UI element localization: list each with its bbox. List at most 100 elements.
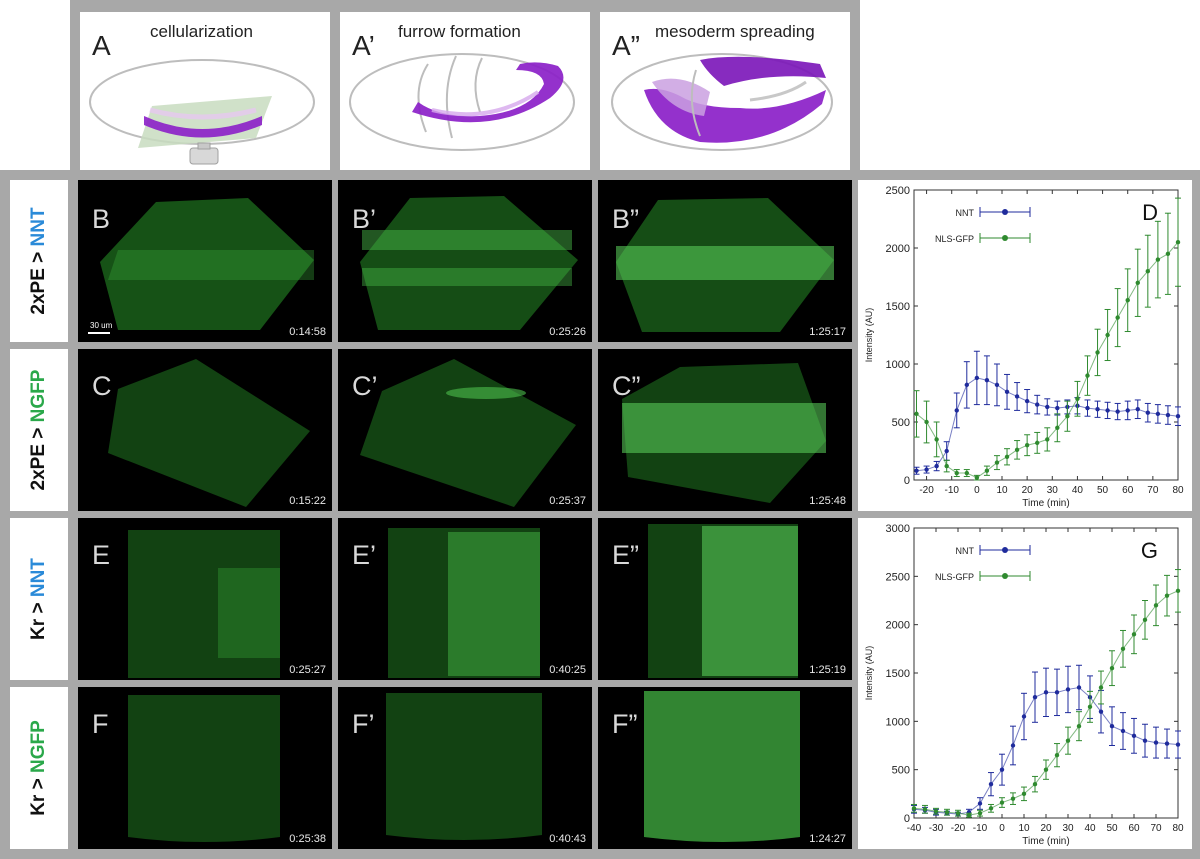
data-point <box>1043 690 1049 695</box>
legend-label: NNT <box>956 208 975 218</box>
x-tick-label: 70 <box>1147 485 1159 496</box>
data-point <box>1065 738 1071 743</box>
mesoderm-shape <box>144 116 262 138</box>
timestamp: 1:24:27 <box>809 833 846 845</box>
data-point <box>944 463 949 469</box>
data-point <box>1175 240 1181 245</box>
data-point <box>977 810 983 816</box>
data-point <box>1032 694 1038 700</box>
data-point <box>1045 404 1050 410</box>
data-point <box>964 470 969 476</box>
x-tick-label: 20 <box>1040 823 1052 834</box>
micrograph-e-double-prime: E” 1:25:19 <box>598 518 852 680</box>
micrograph-e: E 0:25:27 <box>78 518 332 680</box>
x-tick-label: 80 <box>1172 823 1184 834</box>
panel-letter: E’ <box>352 540 377 570</box>
data-point <box>974 475 980 480</box>
row-label-box-2: 2xPE > NGFP <box>10 349 68 511</box>
data-point <box>1024 398 1030 404</box>
legend-marker <box>1002 573 1008 579</box>
panel-letter: B” <box>612 204 639 234</box>
chart-d: 0 500 1000 1500 2000 2500 -20 -10 0 10 20 30 40 50 60 7… <box>864 185 1184 509</box>
data-point <box>1085 373 1090 378</box>
data-point <box>974 375 980 381</box>
panel-letter: E” <box>612 540 639 570</box>
data-point <box>1145 269 1151 274</box>
data-point <box>994 460 1000 465</box>
data-point <box>1035 440 1040 446</box>
panel-letter: B’ <box>352 204 377 234</box>
data-point <box>1076 685 1082 690</box>
timestamp: 0:40:25 <box>549 664 586 676</box>
y-axis-label: Intensity (AU) <box>864 308 874 363</box>
x-tick-label: -10 <box>944 485 959 496</box>
data-point <box>1004 454 1010 459</box>
data-point <box>966 812 972 818</box>
data-point <box>955 810 961 816</box>
row-label-kr-ngfp: Kr > NGFP <box>28 720 49 816</box>
data-point <box>984 378 990 383</box>
timestamp: 0:14:58 <box>289 326 326 338</box>
data-point <box>1087 704 1093 710</box>
x-tick-label: 0 <box>999 823 1005 834</box>
micrograph-c-double-prime: C” 1:25:48 <box>598 349 852 511</box>
data-point <box>922 807 928 812</box>
legend-label: NNT <box>956 546 975 556</box>
series-nnt <box>913 350 1181 475</box>
micrograph-b: 30 um B 0:14:58 <box>78 180 332 342</box>
data-point <box>1175 588 1181 594</box>
data-point <box>999 800 1005 805</box>
data-point <box>1165 251 1171 256</box>
x-tick-label: -20 <box>919 485 934 496</box>
data-point <box>1076 723 1082 729</box>
data-point <box>1098 685 1104 690</box>
panel-letter: C’ <box>352 371 378 401</box>
data-point <box>1075 396 1080 401</box>
x-tick-label: -20 <box>951 823 966 834</box>
y-tick-label: 2500 <box>886 571 910 583</box>
data-point <box>914 411 919 417</box>
micrograph-e-prime: E’ 0:40:25 <box>338 518 592 680</box>
data-point <box>1125 298 1130 303</box>
timestamp: 1:25:19 <box>809 664 846 676</box>
row-label-2xpe-nnt: 2xPE > NNT <box>28 207 49 315</box>
data-point <box>977 801 983 806</box>
y-tick-label: 2500 <box>886 185 910 197</box>
data-point <box>954 470 959 476</box>
data-point <box>944 810 950 815</box>
data-point <box>984 468 990 473</box>
data-point <box>1021 791 1027 797</box>
plot-border <box>913 189 1179 481</box>
panel-letter: F” <box>612 709 638 739</box>
legend-label: NLS-GFP <box>935 234 974 244</box>
series-nls-gfp <box>913 197 1181 481</box>
micrograph-c-prime: C’ 0:25:37 <box>338 349 592 511</box>
row-label-box-4: Kr > NGFP <box>10 687 68 849</box>
data-point <box>1014 447 1020 453</box>
data-point <box>1125 408 1130 413</box>
x-tick-label: 30 <box>1062 823 1074 834</box>
data-point <box>988 806 994 811</box>
data-point <box>1055 405 1060 411</box>
micrograph-c: C 0:15:22 <box>78 349 332 511</box>
data-point <box>934 437 939 442</box>
data-point <box>964 382 969 388</box>
panel-a-double-prime: A” mesoderm spreading <box>600 12 850 172</box>
data-point <box>988 781 994 787</box>
data-point <box>933 809 939 814</box>
panel-letter: D <box>1142 200 1158 225</box>
x-tick-label: 80 <box>1172 485 1184 496</box>
data-point <box>944 448 949 454</box>
chart-panel-g: 0 500 1000 1500 2000 2500 3000 -40 -30 -20 -10 0 10 2… <box>858 518 1192 849</box>
data-point <box>1164 593 1170 598</box>
timestamp: 0:25:26 <box>549 326 586 338</box>
y-tick-label: 1500 <box>886 668 910 680</box>
panel-letter: A <box>92 30 111 61</box>
legend-marker <box>1002 209 1008 215</box>
timestamp: 0:40:43 <box>549 833 586 845</box>
data-point <box>1010 743 1016 748</box>
micrograph-f-prime: F’ 0:40:43 <box>338 687 592 849</box>
y-tick-label: 500 <box>892 417 910 429</box>
data-point <box>1120 646 1126 652</box>
timestamp: 1:25:17 <box>809 326 846 338</box>
